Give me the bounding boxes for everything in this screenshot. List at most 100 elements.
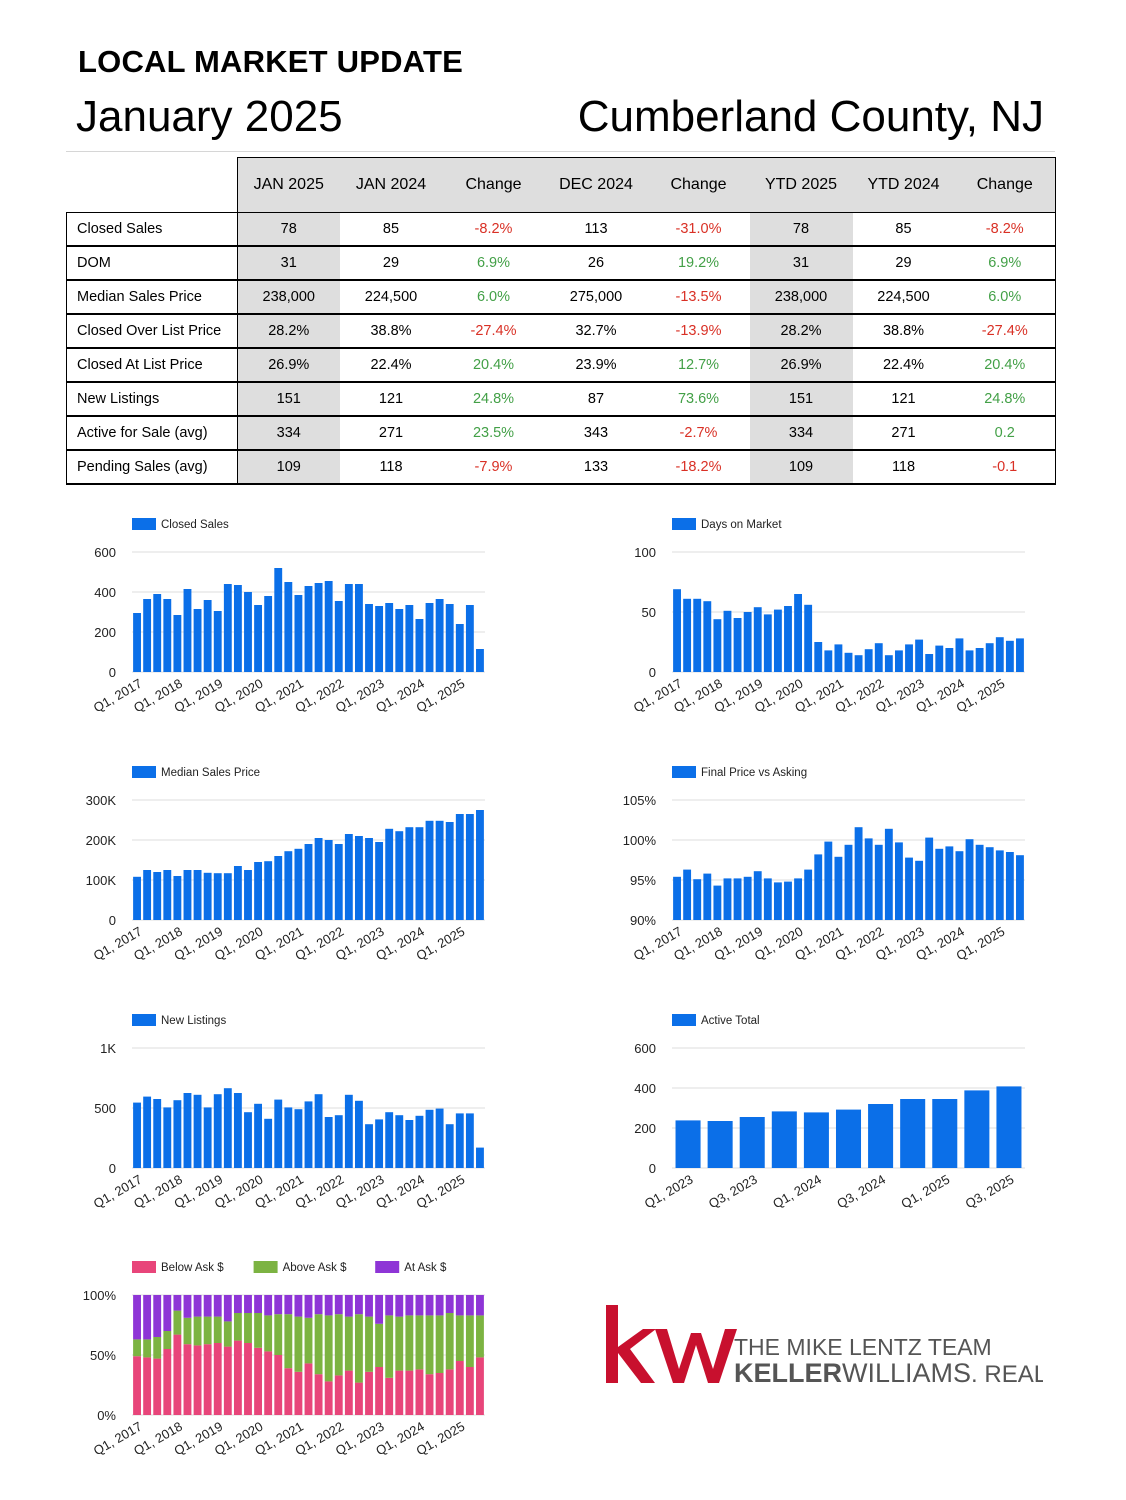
row-label: Active for Sale (avg): [66, 416, 238, 451]
bar: [445, 1124, 454, 1168]
table-cell: 23.5%: [442, 416, 545, 451]
table-row: DOM 31 29 6.9% 26 19.2% 31 29 6.9%: [66, 246, 1056, 281]
table-cell: 24.8%: [442, 382, 545, 417]
bar: [304, 586, 313, 672]
table-cell: 224,500: [339, 280, 443, 315]
bar-segment: [455, 1315, 464, 1361]
bar: [844, 844, 853, 920]
table-cell: 343: [544, 416, 648, 451]
x-tick-label: Q3, 2024: [834, 1172, 888, 1212]
bar: [324, 840, 333, 920]
table-cell: 73.6%: [647, 382, 750, 417]
bar: [405, 1120, 414, 1168]
bar-segment: [254, 1295, 263, 1313]
bar-segment: [223, 1295, 232, 1322]
table-cell: 29: [852, 246, 955, 281]
y-tick-label: 400: [94, 585, 116, 600]
y-tick-label: 0: [109, 1161, 116, 1176]
bar-segment: [254, 1313, 263, 1348]
table-cell: 31: [237, 246, 340, 281]
bar: [233, 866, 242, 920]
bar: [1016, 638, 1024, 672]
x-tick-label: Q1, 2025: [898, 1172, 952, 1212]
bar-segment: [213, 1316, 222, 1343]
bar: [455, 624, 464, 672]
legend-swatch: [132, 1014, 156, 1026]
legend-swatch: [672, 1014, 696, 1026]
bar: [284, 851, 293, 920]
bar-segment: [365, 1295, 373, 1317]
bar: [163, 599, 172, 672]
legend-label: Days on Market: [701, 519, 782, 531]
legend-swatch: [132, 766, 156, 778]
bar: [834, 856, 843, 920]
bar: [203, 1107, 212, 1168]
bar: [675, 1120, 701, 1168]
bar: [223, 1088, 232, 1168]
header-divider: [66, 151, 1055, 152]
table-cell: 133: [544, 450, 648, 485]
table-row: New Listings 151 121 24.8% 87 73.6% 151 121 24.8…: [66, 382, 1056, 417]
legend-label: Below Ask $: [161, 1262, 224, 1274]
report-title: LOCAL MARKET UPDATE: [78, 44, 463, 79]
bar: [173, 615, 182, 672]
table-cell: -18.2%: [647, 450, 750, 485]
bar: [294, 1109, 303, 1168]
bar: [723, 610, 732, 672]
col-ytd-2024: YTD 2024: [852, 157, 955, 213]
bar: [1005, 640, 1014, 672]
bar-segment: [405, 1315, 414, 1371]
table-cell: 29: [339, 246, 443, 281]
bar: [465, 814, 474, 920]
bar-segment: [405, 1295, 414, 1316]
bar-segment: [324, 1295, 333, 1316]
bar: [344, 834, 353, 920]
bar-segment: [173, 1310, 182, 1335]
bar-segment: [264, 1351, 273, 1415]
bar-segment: [213, 1343, 222, 1415]
bar: [233, 585, 242, 672]
bar: [814, 854, 823, 920]
table-cell: -8.2%: [442, 212, 545, 247]
bar-segment: [385, 1295, 394, 1316]
bar: [365, 1124, 373, 1168]
table-cell: 224,500: [852, 280, 955, 315]
bar: [476, 1147, 484, 1168]
y-tick-label: 90%: [630, 913, 656, 928]
bar: [713, 885, 722, 920]
y-tick-label: 0: [109, 665, 116, 680]
bar: [854, 827, 863, 920]
bar: [415, 827, 424, 920]
bar-segment: [183, 1295, 192, 1318]
bar: [183, 1093, 192, 1168]
table-row: Closed Sales 78 85 -8.2% 113 -31.0% 78 85 -8.2%: [66, 212, 1056, 247]
bar: [723, 878, 732, 920]
bar: [344, 584, 353, 672]
bar: [932, 1099, 958, 1168]
bar: [784, 881, 792, 920]
table-row: Active for Sale (avg) 334 271 23.5% 343 -2.7%…: [66, 416, 1056, 451]
bar-segment: [445, 1313, 454, 1370]
days-on-market-chart: Days on Market 0 50 100 Q1, 2017 Q1, 2018 Q1, …: [620, 512, 1040, 742]
table-cell: -13.9%: [647, 314, 750, 349]
y-tick-label: 200K: [86, 833, 117, 848]
legend-swatch: [132, 1261, 156, 1273]
bar-segment: [163, 1349, 172, 1415]
bar: [294, 848, 303, 920]
table-row: Pending Sales (avg) 109 118 -7.9% 133 -18.2% 1…: [66, 450, 1056, 485]
bar-segment: [284, 1368, 293, 1415]
bar-segment: [233, 1295, 242, 1313]
row-label: Median Sales Price: [66, 280, 238, 315]
bar-segment: [365, 1371, 373, 1415]
bar: [975, 648, 984, 672]
bar-segment: [274, 1355, 283, 1415]
bar-segment: [314, 1295, 323, 1315]
bar: [945, 648, 954, 672]
bar: [223, 873, 232, 920]
bar-segment: [334, 1375, 343, 1415]
bar-segment: [304, 1317, 313, 1364]
table-cell: 78: [237, 212, 340, 247]
bar-segment: [223, 1346, 232, 1415]
final-price-vs-asking-chart: Final Price vs Asking 90% 95% 100% 105% Q1, 2…: [620, 760, 1040, 990]
